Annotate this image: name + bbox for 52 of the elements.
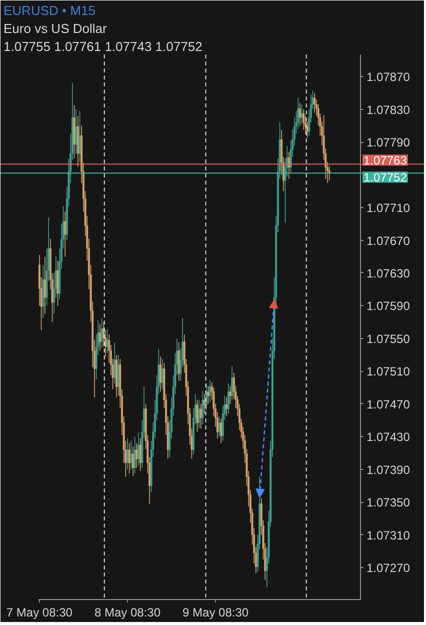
candlestick bbox=[75, 108, 78, 155]
x-tick-label: 9 May 08:30 bbox=[182, 606, 249, 620]
candlestick bbox=[64, 211, 66, 258]
candlestick bbox=[298, 102, 301, 126]
y-tick-label: 1.07630 bbox=[366, 266, 410, 280]
candlestick bbox=[136, 442, 138, 468]
candlestick bbox=[161, 358, 164, 390]
candlestick bbox=[204, 394, 206, 414]
candlestick bbox=[227, 383, 230, 414]
candlestick bbox=[218, 416, 220, 438]
candlestick bbox=[314, 92, 316, 113]
candlestick bbox=[328, 165, 330, 181]
candlestick bbox=[300, 104, 303, 124]
ref-line-label: 1.07752 bbox=[364, 170, 408, 185]
candlestick bbox=[106, 328, 108, 354]
candlestick bbox=[56, 260, 59, 306]
y-tick-label: 1.07310 bbox=[366, 528, 410, 542]
text: 1.07755 1.07761 1.07743 1.07752 bbox=[4, 39, 202, 54]
y-tick-label: 1.07390 bbox=[366, 462, 410, 477]
chart-subtitle: Euro vs US Dollar bbox=[4, 21, 108, 36]
y-tick-label: 1.07790 bbox=[366, 136, 410, 150]
chart-title: EURUSD • M15 bbox=[4, 3, 96, 18]
candlestick bbox=[114, 342, 116, 384]
candlestick bbox=[220, 418, 222, 444]
candlestick bbox=[302, 108, 305, 130]
y-tick-label: 1.07470 bbox=[366, 397, 410, 412]
y-tick-label: 1.07270 bbox=[366, 561, 410, 576]
candlestick bbox=[229, 386, 232, 404]
candlestick bbox=[207, 386, 210, 404]
y-tick-label: 1.07510 bbox=[366, 364, 410, 379]
candlestick bbox=[198, 399, 200, 429]
candlestick bbox=[202, 390, 204, 425]
y-tick-label: 1.07350 bbox=[366, 496, 410, 510]
ref-line-label: 1.07763 bbox=[364, 154, 408, 168]
candlestick bbox=[134, 436, 136, 474]
x-tick-label: 8 May 08:30 bbox=[94, 606, 161, 620]
candlestick bbox=[231, 366, 234, 400]
y-tick-label: 1.07550 bbox=[366, 332, 410, 346]
y-tick-label: 1.07710 bbox=[366, 201, 410, 216]
candlestick bbox=[78, 110, 81, 163]
candlestick bbox=[130, 440, 132, 470]
y-tick-label: 1.07830 bbox=[366, 102, 410, 117]
candlestick bbox=[117, 354, 120, 396]
y-tick-label: 1.07870 bbox=[366, 70, 410, 84]
x-tick-label: 7 May 08:30 bbox=[6, 606, 73, 620]
candlestick bbox=[226, 396, 228, 417]
candlestick bbox=[139, 438, 142, 472]
y-tick-label: 1.07430 bbox=[366, 430, 410, 444]
y-tick-label: 1.07670 bbox=[366, 234, 410, 248]
candlestick bbox=[128, 442, 130, 474]
y-tick-label: 1.07590 bbox=[366, 299, 410, 314]
candlestick bbox=[100, 318, 103, 349]
